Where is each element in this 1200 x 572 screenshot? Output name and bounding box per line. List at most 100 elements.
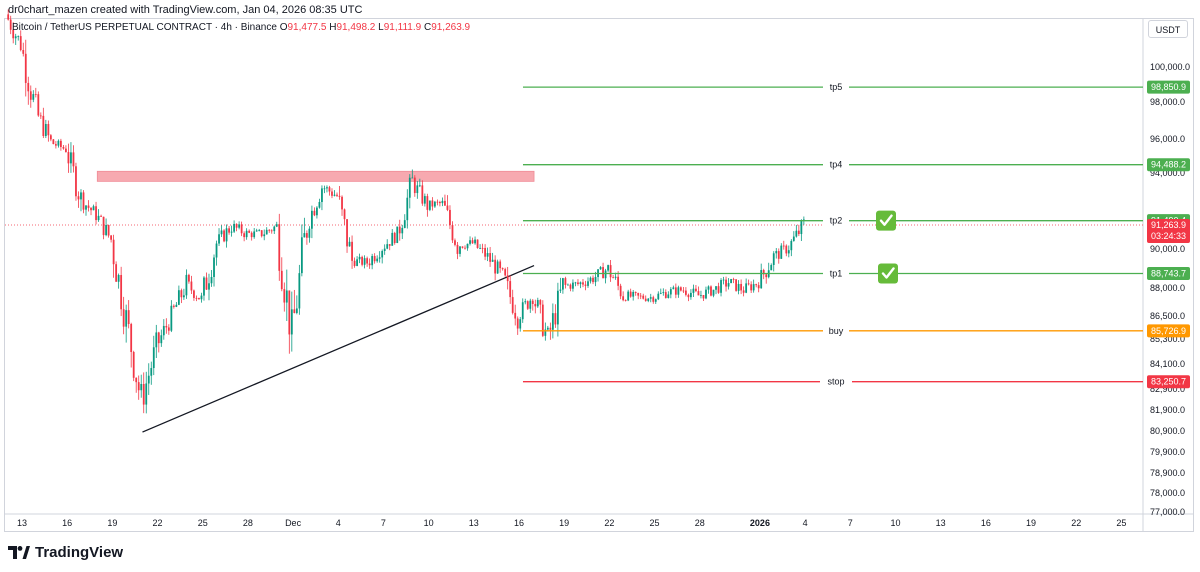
candle-body (190, 281, 193, 291)
level-price-tag-text-tp5: 98,850.9 (1151, 82, 1186, 92)
candle-body (155, 332, 158, 348)
candle-body (449, 209, 451, 226)
candle-body (461, 246, 464, 248)
candle-body (514, 312, 517, 319)
candle-body (303, 233, 306, 238)
candle-body (223, 230, 225, 242)
level-price-tag-tp1 (1147, 266, 1190, 280)
candle-body (471, 240, 474, 244)
candle-body (629, 291, 632, 297)
candle-body (157, 332, 160, 344)
candle-body (572, 282, 574, 289)
candle-body (416, 185, 419, 194)
candle-body (24, 53, 27, 83)
candle-body (664, 292, 667, 298)
time-axis-tick-label: 22 (1071, 518, 1081, 528)
candle-body (160, 335, 163, 344)
candle-body (644, 298, 647, 301)
time-axis-tick-label: 4 (336, 518, 341, 528)
time-axis-tick-label: 28 (243, 518, 253, 528)
candle-body (428, 200, 431, 210)
low-label: L (378, 22, 384, 33)
candle-body (248, 230, 251, 233)
time-axis-tick-label: 16 (62, 518, 72, 528)
candle-body (243, 233, 246, 238)
candle-body (489, 253, 492, 262)
candle-body (150, 368, 153, 376)
price-axis-tick-label: 100,000.0 (1150, 62, 1190, 72)
candle-body (27, 82, 30, 92)
candle-body (679, 287, 682, 291)
currency-button[interactable]: USDT (1148, 20, 1188, 38)
candle-body (529, 300, 532, 309)
candle-body (584, 284, 587, 286)
candle-body (659, 292, 662, 294)
candle-body (60, 140, 62, 147)
candle-body (97, 215, 100, 221)
time-axis-tick-label: 7 (848, 518, 853, 528)
candle-body (17, 36, 20, 37)
candle-body (436, 201, 439, 203)
candle-body (607, 265, 609, 271)
candle-body (792, 236, 795, 241)
candle-body (481, 247, 484, 249)
candle-body (544, 329, 547, 336)
candle-body (288, 290, 291, 335)
price-axis-tick-label: 79,900.0 (1150, 447, 1185, 457)
candle-body (772, 253, 775, 266)
candle-body (318, 202, 321, 208)
candle-body (283, 289, 286, 303)
candle-body (107, 224, 110, 236)
candle-body (388, 244, 391, 246)
candle-body (260, 230, 263, 237)
candle-body (451, 225, 454, 241)
candle-body (740, 283, 743, 291)
bar-countdown-text: 03:24:33 (1151, 231, 1186, 241)
candle-body (172, 305, 175, 307)
candle-body (604, 270, 607, 279)
candle-body (800, 220, 803, 235)
candle-body (346, 219, 348, 247)
candle-body (421, 185, 424, 204)
ascending-trendline (142, 264, 535, 433)
candle-body (717, 286, 720, 293)
candle-body (562, 278, 564, 290)
candle-body (516, 318, 519, 329)
candle-body (32, 94, 35, 100)
candle-body (765, 274, 768, 278)
candle-body (341, 196, 343, 210)
open-label: O (279, 22, 288, 33)
candle-body (167, 327, 170, 331)
candle-body (579, 282, 582, 285)
time-axis-tick-label: 19 (559, 518, 569, 528)
time-axis-tick-label: 10 (424, 518, 434, 528)
candle-body (363, 258, 366, 265)
candle-body (72, 152, 75, 167)
price-axis-tick-label: 96,000.0 (1150, 134, 1185, 144)
candle-body (574, 282, 577, 284)
time-axis-tick-label: 13 (17, 518, 27, 528)
candle-body (235, 223, 238, 228)
candle-body (770, 265, 773, 271)
candle-body (406, 197, 409, 221)
high-label: H (329, 22, 337, 33)
candle-body (747, 283, 750, 285)
candle-body (278, 224, 281, 271)
candle-body (619, 285, 622, 297)
candle-body (464, 247, 466, 249)
candle-body (140, 384, 143, 391)
level-label-bg-tp2 (823, 214, 849, 227)
level-price-tag-stop (1147, 375, 1190, 389)
candle-body (423, 196, 426, 204)
candle-body (333, 194, 336, 196)
candle-body (177, 290, 180, 305)
candle-body (474, 239, 476, 244)
candle-body (491, 259, 494, 262)
time-axis-tick-label: 2026 (750, 518, 770, 528)
candle-body (210, 276, 213, 284)
candle-body (614, 276, 617, 278)
candle-body (649, 297, 652, 299)
symbol-name: Bitcoin / TetherUS PERPETUAL CONTRACT · … (12, 22, 277, 33)
time-axis-tick-label: 25 (1116, 518, 1126, 528)
